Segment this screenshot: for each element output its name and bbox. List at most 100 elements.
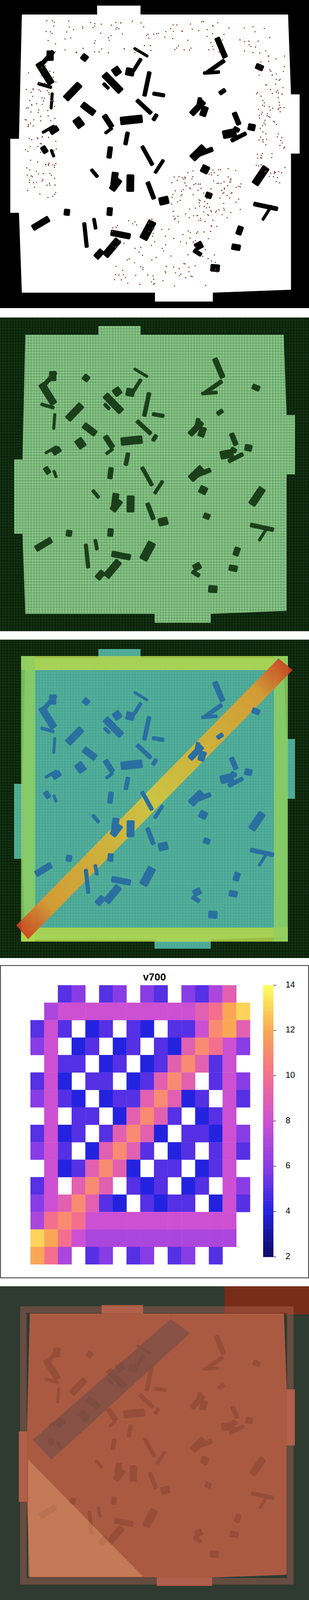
dot: [110, 24, 112, 26]
cell: [71, 1054, 86, 1073]
cell: [222, 1229, 237, 1248]
dot: [33, 118, 35, 121]
wall: [104, 447, 115, 456]
dot: [49, 172, 51, 175]
cell: [44, 1159, 59, 1178]
dot: [212, 33, 214, 35]
cell: [44, 1246, 59, 1265]
cell: [181, 1141, 196, 1160]
dot: [44, 82, 46, 84]
dot: [272, 107, 274, 110]
dot: [41, 136, 44, 138]
dot: [263, 27, 265, 30]
cell: [181, 1211, 196, 1230]
wall: [119, 114, 144, 126]
dot: [235, 169, 237, 172]
dot: [192, 214, 195, 217]
dot: [223, 207, 225, 209]
dot: [27, 107, 30, 109]
colorbar-slice: [263, 1050, 274, 1053]
colorbar-slice: [263, 1005, 274, 1008]
dot: [39, 90, 42, 93]
wall: [123, 452, 131, 467]
cell: [236, 1141, 251, 1160]
wall: [157, 516, 170, 527]
cell: [140, 1246, 155, 1265]
cell: [154, 1124, 169, 1143]
wall: [145, 180, 157, 200]
cell: [85, 1229, 100, 1248]
wall: [249, 522, 275, 533]
dot: [278, 170, 280, 173]
dot: [239, 39, 241, 41]
dot: [265, 166, 268, 169]
wall: [89, 167, 100, 179]
dot: [30, 103, 33, 106]
colorbar-slice: [263, 1161, 274, 1164]
dot: [110, 35, 112, 37]
cell: [58, 1246, 73, 1265]
dot: [264, 132, 267, 135]
dot: [46, 89, 49, 92]
cell: [167, 1107, 182, 1126]
wall: [111, 385, 124, 398]
wall: [189, 143, 208, 162]
dot: [227, 176, 229, 178]
dot: [174, 217, 177, 220]
cell: [167, 1246, 182, 1265]
wall: [103, 883, 123, 905]
dot: [33, 186, 36, 189]
dot: [51, 174, 53, 177]
dot: [172, 30, 175, 32]
dot: [52, 150, 55, 152]
dot: [29, 169, 31, 171]
dot: [122, 269, 124, 272]
wall: [195, 96, 203, 110]
cell: [181, 1124, 196, 1143]
cell: [195, 1211, 210, 1230]
wall: [243, 443, 253, 453]
cell: [222, 1037, 237, 1056]
dot: [194, 264, 197, 267]
dot: [206, 198, 208, 200]
dot: [150, 244, 153, 247]
dot: [37, 111, 39, 114]
wall: [51, 469, 59, 479]
dot: [191, 178, 193, 180]
dot: [262, 125, 264, 127]
colorbar-slice: [263, 996, 274, 999]
dot: [117, 28, 120, 30]
wall: [249, 847, 275, 858]
dot: [142, 266, 144, 269]
colorbar-slice: [263, 1136, 274, 1140]
colorbar-slice: [263, 1116, 274, 1119]
dot: [260, 95, 262, 97]
dot: [191, 275, 193, 278]
colorbar-slice: [263, 1096, 274, 1099]
dot: [190, 23, 192, 25]
colorbar-slice: [263, 1098, 274, 1101]
dot: [68, 20, 70, 23]
wall: [132, 46, 150, 59]
cell: [140, 1141, 155, 1160]
dot: [192, 241, 194, 243]
dot: [151, 259, 153, 261]
dot: [176, 24, 178, 26]
colorbar-slice: [263, 1059, 274, 1063]
colorbar-slice: [263, 1177, 274, 1180]
cell: [208, 1124, 223, 1143]
dot: [207, 49, 210, 51]
cell: [181, 1072, 196, 1090]
dot: [178, 274, 181, 277]
cell: [181, 1020, 196, 1038]
wall: [81, 221, 89, 248]
dot: [121, 33, 124, 35]
colorbar-slice: [263, 1044, 274, 1047]
wall: [102, 715, 125, 739]
wall: [221, 127, 238, 140]
dot: [94, 40, 96, 42]
wall: [81, 421, 99, 437]
dot: [165, 265, 168, 268]
cell: [44, 1054, 59, 1073]
cell: [126, 1089, 141, 1108]
